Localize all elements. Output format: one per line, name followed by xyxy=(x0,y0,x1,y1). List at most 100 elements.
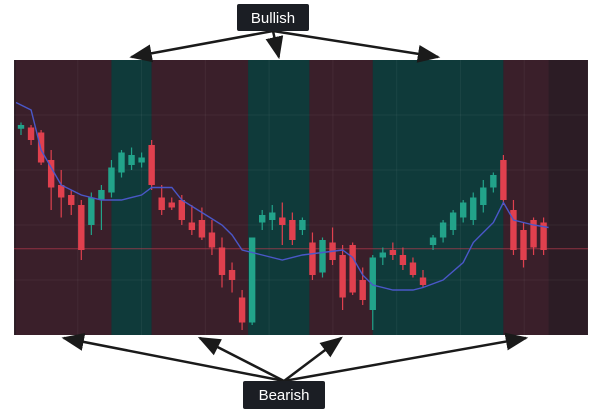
candle-body xyxy=(429,237,437,245)
candle-body xyxy=(339,255,346,298)
bullish-arrow xyxy=(129,29,274,63)
candle-body xyxy=(238,297,246,323)
bullish-label-box xyxy=(237,4,309,31)
candle-14 xyxy=(158,185,165,215)
bullish-label: Bullish xyxy=(251,10,295,27)
annotation-arrows xyxy=(61,29,529,383)
candle-body xyxy=(319,240,326,273)
candle-13 xyxy=(148,140,155,190)
candle-body xyxy=(269,212,276,220)
candle-body xyxy=(259,215,266,223)
candle-body xyxy=(289,220,296,240)
candle-body xyxy=(208,232,216,248)
candle-7 xyxy=(88,192,95,235)
candle-11 xyxy=(128,147,135,170)
bearish-zone-6 xyxy=(503,60,549,335)
candle-body xyxy=(359,280,366,300)
candle-body xyxy=(470,197,477,220)
bearish-annotation: Bearish xyxy=(243,381,325,409)
candle-body xyxy=(299,220,306,230)
candle-48 xyxy=(500,155,507,205)
candle-30 xyxy=(319,237,326,278)
bullish-annotation: Bullish xyxy=(237,4,309,31)
candle-body xyxy=(530,220,537,248)
candle-body xyxy=(460,202,467,218)
candle-body xyxy=(369,257,376,310)
candle-body xyxy=(47,160,55,188)
candle-52 xyxy=(540,217,547,255)
candle-4 xyxy=(58,170,65,218)
candle-12 xyxy=(138,152,145,168)
candle-41 xyxy=(429,235,437,250)
candle-body xyxy=(500,160,507,200)
candle-19 xyxy=(208,220,216,255)
candle-body xyxy=(17,125,25,129)
bearish-zone-2 xyxy=(151,60,249,335)
candle-body xyxy=(198,220,206,238)
candle-body xyxy=(138,157,145,163)
candle-body xyxy=(88,197,95,225)
candle-33 xyxy=(349,242,356,295)
candle-50 xyxy=(520,222,527,268)
candle-body xyxy=(520,230,527,260)
candle-23 xyxy=(248,237,256,325)
bullish-arrow xyxy=(272,29,441,63)
bearish-arrow xyxy=(283,332,529,383)
candle-38 xyxy=(399,247,407,270)
candle-27 xyxy=(289,212,296,245)
bullish-arrow xyxy=(265,30,284,60)
candle-body xyxy=(148,145,155,185)
candle-0 xyxy=(17,122,25,135)
candle-43 xyxy=(449,210,457,235)
candle-15 xyxy=(168,197,175,210)
candlestick-series xyxy=(17,122,547,330)
candle-36 xyxy=(379,247,386,265)
candle-body xyxy=(128,155,135,165)
moving-average-line xyxy=(15,101,549,291)
candle-9 xyxy=(108,160,115,198)
candle-40 xyxy=(419,270,427,288)
market-regime-zones xyxy=(15,60,549,335)
candle-42 xyxy=(439,220,447,243)
candle-body xyxy=(389,250,397,255)
candle-49 xyxy=(510,200,517,255)
candle-body xyxy=(540,222,547,250)
candle-body xyxy=(449,212,457,230)
bearish-label-box xyxy=(243,381,325,409)
candle-17 xyxy=(188,205,196,235)
candle-body xyxy=(379,252,386,258)
candle-body xyxy=(399,255,407,265)
candle-37 xyxy=(389,242,397,260)
candle-26 xyxy=(279,202,286,245)
candle-body xyxy=(409,262,417,275)
candle-body xyxy=(108,167,115,193)
candle-body xyxy=(480,187,487,205)
candle-47 xyxy=(490,172,497,193)
candle-body xyxy=(218,247,226,275)
candle-body xyxy=(58,185,65,198)
bearish-label: Bearish xyxy=(259,387,310,404)
candle-51 xyxy=(530,217,537,255)
candle-body xyxy=(248,237,256,323)
candle-39 xyxy=(409,257,417,278)
candle-body xyxy=(78,205,85,250)
candle-body xyxy=(279,217,286,225)
candle-32 xyxy=(339,245,346,310)
candle-body xyxy=(158,197,165,210)
candle-body xyxy=(439,222,447,238)
candle-body xyxy=(349,245,356,293)
candle-35 xyxy=(369,255,376,330)
candle-body xyxy=(118,152,125,173)
bearish-arrow xyxy=(197,336,285,383)
candle-21 xyxy=(228,262,236,293)
candle-45 xyxy=(470,192,477,225)
candle-6 xyxy=(78,200,85,260)
candle-22 xyxy=(238,290,246,330)
candle-body xyxy=(27,127,35,140)
candle-10 xyxy=(118,150,125,178)
bearish-arrow xyxy=(61,333,285,383)
candle-body xyxy=(188,222,196,230)
candle-5 xyxy=(68,190,75,215)
candle-body xyxy=(178,200,185,220)
